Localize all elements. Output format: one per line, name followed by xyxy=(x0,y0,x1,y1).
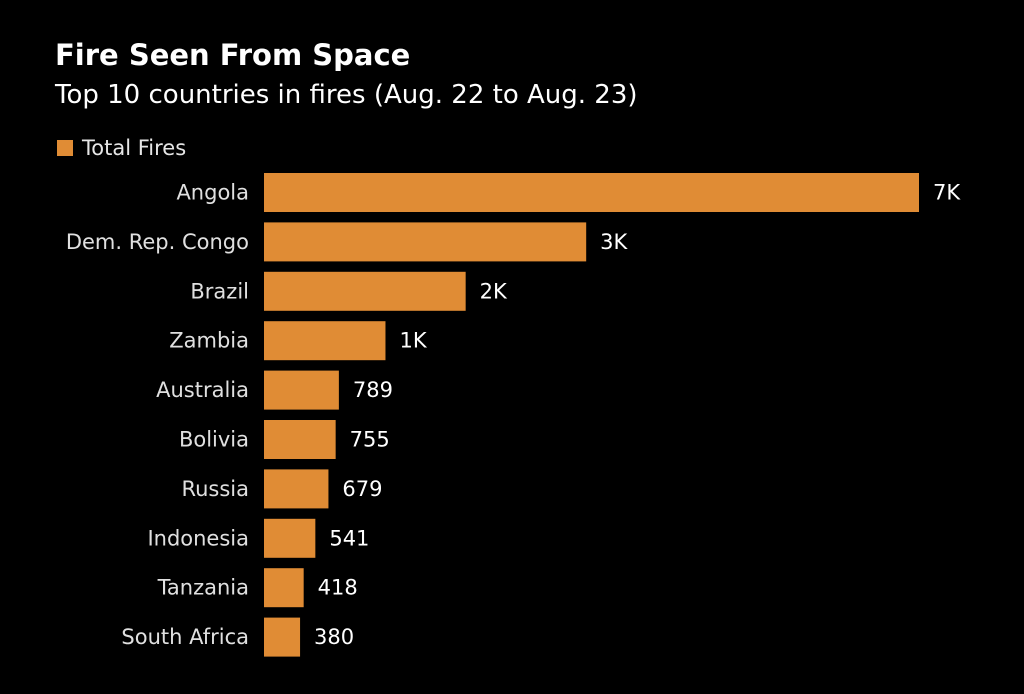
category-label-bolivia: Bolivia xyxy=(179,428,249,452)
value-label-bolivia: 755 xyxy=(350,428,390,452)
category-label-angola: Angola xyxy=(176,181,249,205)
bar-south-africa xyxy=(264,617,301,657)
legend-swatch xyxy=(57,140,73,156)
category-label-dem-rep-congo: Dem. Rep. Congo xyxy=(66,230,249,254)
value-label-indonesia: 541 xyxy=(329,526,369,550)
category-label-zambia: Zambia xyxy=(169,329,249,353)
value-label-brazil: 2K xyxy=(480,279,508,303)
legend-label: Total Fires xyxy=(82,136,187,160)
category-label-brazil: Brazil xyxy=(190,279,249,303)
bar-bolivia xyxy=(264,420,336,459)
value-label-zambia: 1K xyxy=(399,329,427,353)
legend: Total Fires xyxy=(57,134,186,162)
bar-dem-rep-congo xyxy=(264,222,587,262)
value-label-tanzania: 418 xyxy=(318,576,358,600)
bars-group xyxy=(264,173,919,657)
bar-tanzania xyxy=(264,568,304,608)
category-label-indonesia: Indonesia xyxy=(147,526,249,550)
value-label-south-africa: 380 xyxy=(314,625,354,649)
value-labels-group: 7K 3K 2K 1K 789 755 679 541 418 380 xyxy=(314,181,961,650)
value-label-australia: 789 xyxy=(353,378,393,402)
value-label-dem-rep-congo: 3K xyxy=(600,230,628,254)
value-label-angola: 7K xyxy=(933,181,961,205)
category-label-south-africa: South Africa xyxy=(121,625,249,649)
category-labels-group: Angola Dem. Rep. Congo Brazil Zambia Austral… xyxy=(66,181,249,650)
bar-australia xyxy=(264,370,339,410)
chart-title: Fire Seen From Space xyxy=(55,38,411,72)
bar-zambia xyxy=(264,321,386,361)
value-label-russia: 679 xyxy=(342,477,382,501)
bar-russia xyxy=(264,469,329,509)
chart-subtitle: Top 10 countries in fires (Aug. 22 to Au… xyxy=(55,80,638,110)
category-label-russia: Russia xyxy=(181,477,249,501)
bar-brazil xyxy=(264,271,466,311)
category-label-tanzania: Tanzania xyxy=(157,576,249,600)
category-label-australia: Australia xyxy=(156,378,249,402)
bar-angola xyxy=(264,173,919,212)
bar-indonesia xyxy=(264,518,316,558)
